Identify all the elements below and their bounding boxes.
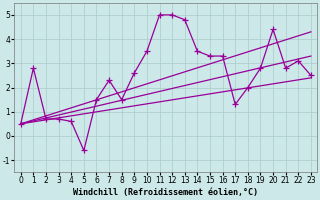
X-axis label: Windchill (Refroidissement éolien,°C): Windchill (Refroidissement éolien,°C): [73, 188, 258, 197]
